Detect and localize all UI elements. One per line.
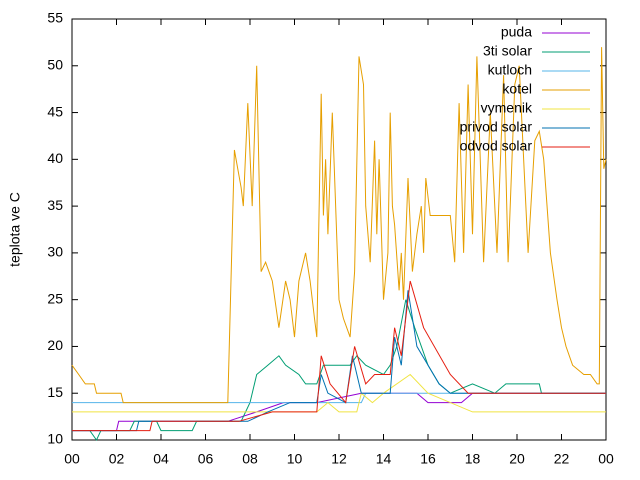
series-line — [71, 47, 607, 404]
y-tick-label: 50 — [47, 56, 63, 72]
x-tick-label: 02 — [109, 451, 125, 467]
x-tick-label: 16 — [420, 451, 436, 467]
y-axis-label: teplota ve C — [7, 192, 23, 267]
legend-label: kotel — [502, 81, 532, 97]
legend-label: kutloch — [488, 62, 532, 78]
y-tick-label: 35 — [47, 197, 63, 213]
y-tick-label: 15 — [47, 384, 63, 400]
series-line — [72, 373, 606, 413]
y-tick-label: 25 — [47, 290, 63, 306]
legend-label: vymenik — [481, 100, 533, 116]
legend-label: privod solar — [460, 119, 533, 135]
legend-label: odvod solar — [460, 138, 533, 154]
x-tick-label: 20 — [509, 451, 525, 467]
legend-label: 3ti solar — [483, 43, 532, 59]
series-line — [72, 299, 606, 441]
x-tick-label: 10 — [287, 451, 303, 467]
x-tick-label: 00 — [64, 451, 80, 467]
x-tick-label: 04 — [153, 451, 169, 467]
x-tick-label: 18 — [465, 451, 481, 467]
x-tick-label: 06 — [198, 451, 214, 467]
series-line — [72, 290, 606, 432]
y-tick-label: 10 — [47, 431, 63, 447]
y-tick-label: 30 — [47, 244, 63, 260]
x-tick-label: 12 — [331, 451, 347, 467]
series-line — [72, 280, 606, 432]
legend-label: puda — [501, 24, 532, 40]
y-tick-label: 55 — [47, 10, 63, 26]
x-tick-label: 14 — [376, 451, 392, 467]
x-tick-label: 00 — [598, 451, 614, 467]
y-tick-label: 40 — [47, 150, 63, 166]
x-tick-label: 08 — [242, 451, 258, 467]
y-tick-label: 45 — [47, 103, 63, 119]
y-tick-label: 20 — [47, 337, 63, 353]
x-tick-label: 22 — [554, 451, 570, 467]
